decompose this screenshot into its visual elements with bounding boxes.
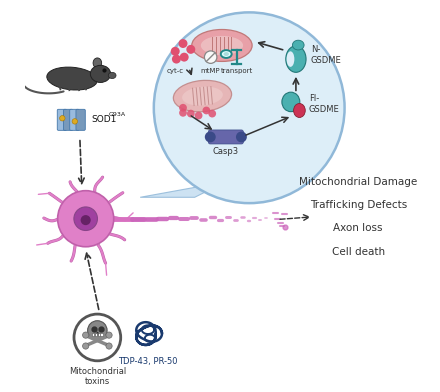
Circle shape [88, 321, 107, 340]
FancyBboxPatch shape [70, 109, 79, 130]
FancyBboxPatch shape [63, 109, 73, 130]
Circle shape [186, 45, 195, 54]
Ellipse shape [108, 73, 116, 78]
Polygon shape [140, 182, 226, 197]
Circle shape [106, 343, 112, 349]
Text: Axon loss: Axon loss [334, 223, 383, 234]
Circle shape [81, 215, 91, 225]
Circle shape [179, 109, 187, 117]
Circle shape [208, 110, 216, 118]
Text: Cell death: Cell death [332, 247, 385, 257]
FancyBboxPatch shape [57, 109, 66, 130]
Text: transport: transport [220, 69, 253, 74]
Ellipse shape [293, 40, 304, 50]
Text: N-
GSDME: N- GSDME [311, 45, 341, 65]
Circle shape [58, 191, 114, 247]
Circle shape [205, 51, 217, 64]
Circle shape [59, 116, 65, 121]
Ellipse shape [192, 29, 252, 62]
Circle shape [72, 119, 77, 124]
Circle shape [202, 107, 210, 114]
Text: G93A: G93A [108, 112, 125, 117]
Ellipse shape [90, 65, 110, 82]
FancyBboxPatch shape [76, 109, 85, 130]
Text: Trafficking Defects: Trafficking Defects [310, 200, 407, 210]
Circle shape [74, 314, 121, 361]
Circle shape [83, 332, 89, 338]
Circle shape [194, 112, 202, 120]
Ellipse shape [224, 52, 229, 56]
Ellipse shape [173, 80, 231, 112]
Ellipse shape [286, 51, 294, 67]
Ellipse shape [221, 50, 232, 58]
Ellipse shape [201, 36, 243, 55]
Text: mtMP: mtMP [201, 69, 220, 74]
Circle shape [179, 39, 187, 48]
Circle shape [180, 53, 189, 62]
Circle shape [171, 47, 180, 56]
FancyBboxPatch shape [208, 130, 243, 144]
Circle shape [179, 104, 187, 112]
Circle shape [74, 207, 97, 230]
FancyBboxPatch shape [95, 333, 97, 336]
Text: Mitochondrial Damage: Mitochondrial Damage [299, 177, 417, 187]
Circle shape [236, 131, 247, 142]
Text: Fl-
GSDME: Fl- GSDME [309, 94, 340, 114]
FancyBboxPatch shape [100, 333, 103, 336]
Ellipse shape [293, 103, 305, 118]
Circle shape [172, 54, 181, 64]
Ellipse shape [47, 67, 97, 90]
Circle shape [83, 343, 89, 349]
Text: Mitochondrial
toxins: Mitochondrial toxins [69, 367, 126, 386]
Circle shape [106, 332, 112, 338]
Text: SOD1: SOD1 [92, 115, 117, 124]
Ellipse shape [286, 46, 306, 73]
Circle shape [154, 13, 345, 203]
FancyBboxPatch shape [98, 333, 100, 336]
Circle shape [187, 110, 194, 118]
Ellipse shape [93, 58, 102, 68]
Circle shape [205, 131, 216, 142]
FancyBboxPatch shape [92, 333, 94, 336]
Text: cyt-c: cyt-c [167, 69, 184, 74]
Ellipse shape [182, 87, 223, 105]
Ellipse shape [282, 92, 300, 112]
Text: TDP-43, PR-50: TDP-43, PR-50 [118, 357, 178, 366]
Text: Casp3: Casp3 [213, 147, 239, 156]
